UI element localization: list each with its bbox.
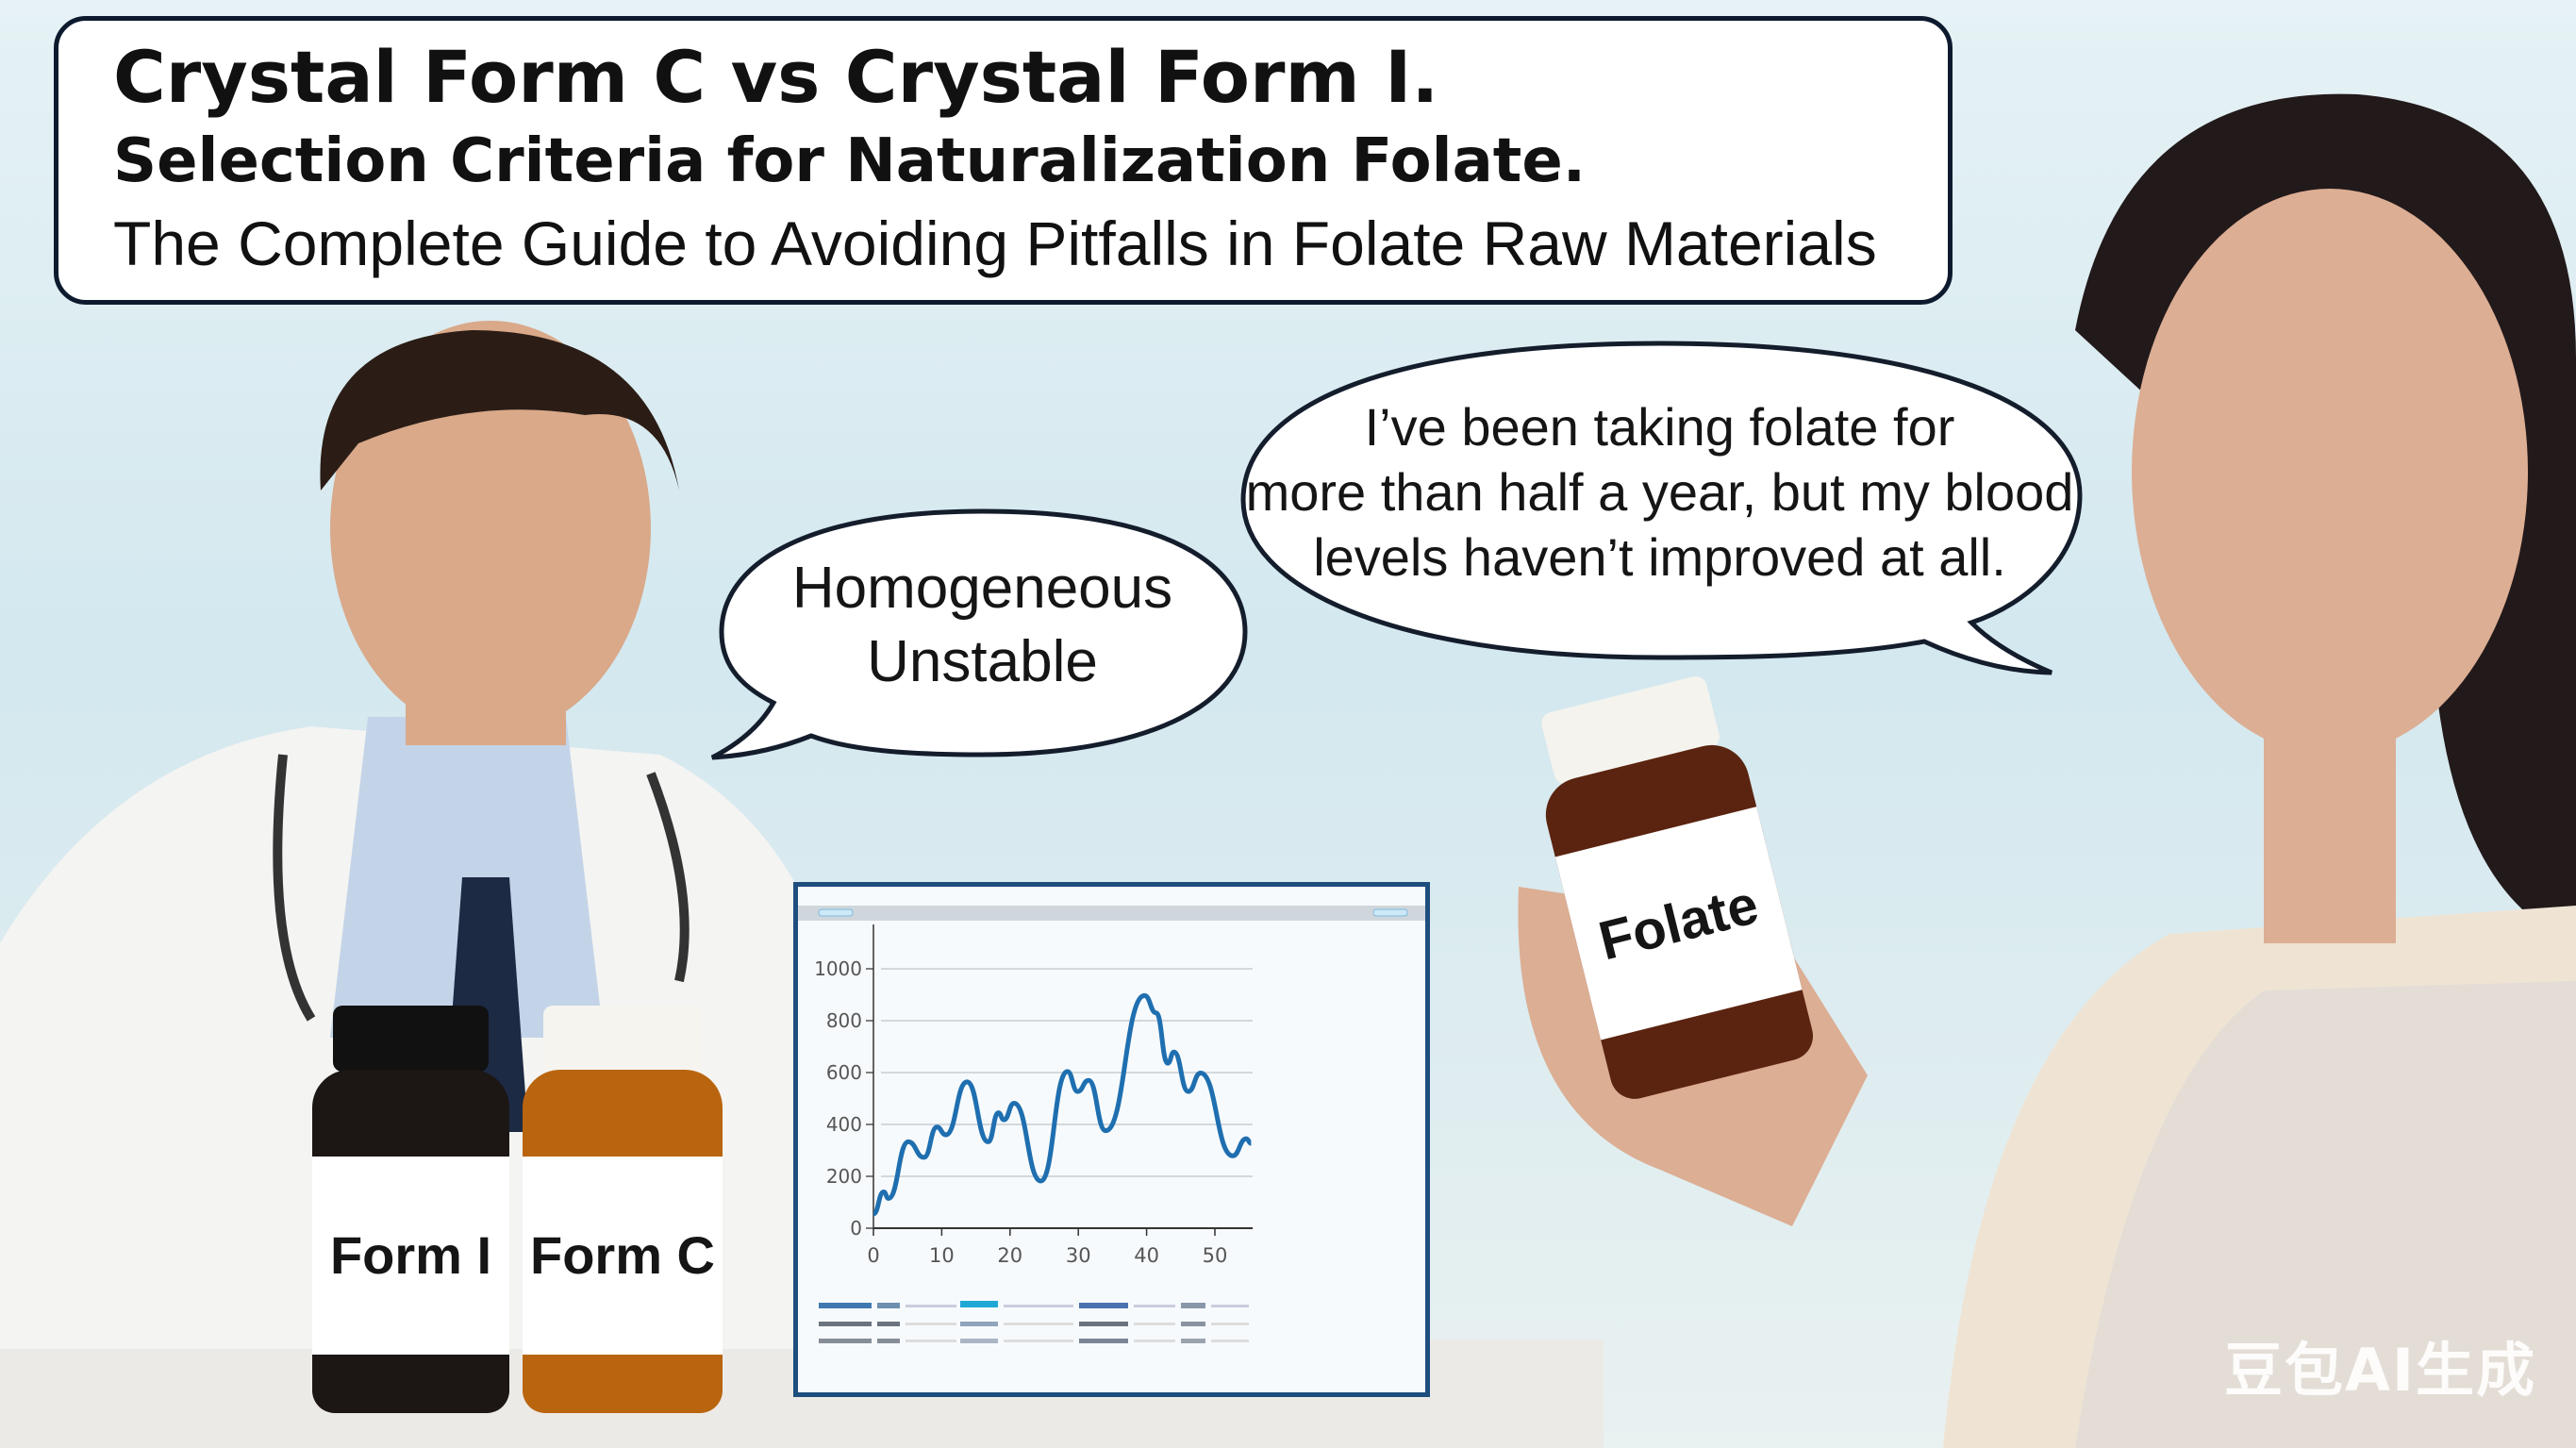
bottle-label: Form I <box>312 1157 509 1355</box>
patient-speech-line-3: levels haven’t improved at all. <box>1313 527 2006 587</box>
doctor-speech-text: Homogeneous Unstable <box>720 552 1245 699</box>
title-line-2: Selection Criteria for Naturalization Fo… <box>113 126 1587 196</box>
x-tick-label: 20 <box>997 1244 1022 1267</box>
title-line-1: Crystal Form C vs Crystal Form I. <box>113 35 1439 119</box>
bottle-label: Form C <box>523 1157 723 1355</box>
x-tick-label: 30 <box>1066 1244 1091 1267</box>
patient-speech-bubble <box>1240 341 2083 675</box>
chart-panel: 0 200 400 600 800 1000 0 10 20 30 40 50 <box>793 882 1430 1397</box>
patient-speech-line-1: I’ve been taking folate for <box>1364 397 1955 457</box>
title-box: Crystal Form C vs Crystal Form I. Select… <box>54 16 1953 305</box>
y-tick-label: 200 <box>826 1165 862 1188</box>
patient-speech-line-2: more than half a year, but my blood <box>1245 462 2074 522</box>
chart-header-bar <box>798 906 1425 921</box>
data-series-line <box>872 992 1253 1217</box>
title-line-3: The Complete Guide to Avoiding Pitfalls … <box>113 208 1877 278</box>
y-tick-label: 800 <box>826 1009 862 1032</box>
y-tick-label: 400 <box>826 1113 862 1136</box>
bottle-form-i: Form I <box>312 1006 509 1413</box>
bottle-cap <box>333 1006 489 1072</box>
chart-header-handle <box>818 908 854 917</box>
x-tick-label: 0 <box>867 1244 879 1267</box>
patient-speech-text: I’ve been taking folate for more than ha… <box>1240 394 2079 590</box>
patient-figure <box>1518 93 2576 1448</box>
y-tick-label: 600 <box>826 1061 862 1084</box>
y-tick-label: 0 <box>850 1217 862 1240</box>
doctor-speech-line-1: Homogeneous <box>791 556 1173 621</box>
x-tick-label: 40 <box>1134 1244 1159 1267</box>
chart-header-handle <box>1372 908 1408 917</box>
chart-legend-placeholder <box>819 1301 1249 1343</box>
bottle-form-c: Form C <box>523 1006 723 1413</box>
line-chart: 0 200 400 600 800 1000 0 10 20 30 40 50 <box>798 906 1425 1343</box>
doctor-speech-line-2: Unstable <box>867 629 1098 694</box>
doctor-speech-bubble <box>710 508 1248 760</box>
bottle-cap <box>543 1006 702 1072</box>
x-tick-label: 50 <box>1203 1244 1228 1267</box>
x-tick-label: 10 <box>929 1244 955 1267</box>
watermark: 豆包AI生成 <box>2224 1336 2537 1405</box>
y-tick-label: 1000 <box>814 957 862 980</box>
